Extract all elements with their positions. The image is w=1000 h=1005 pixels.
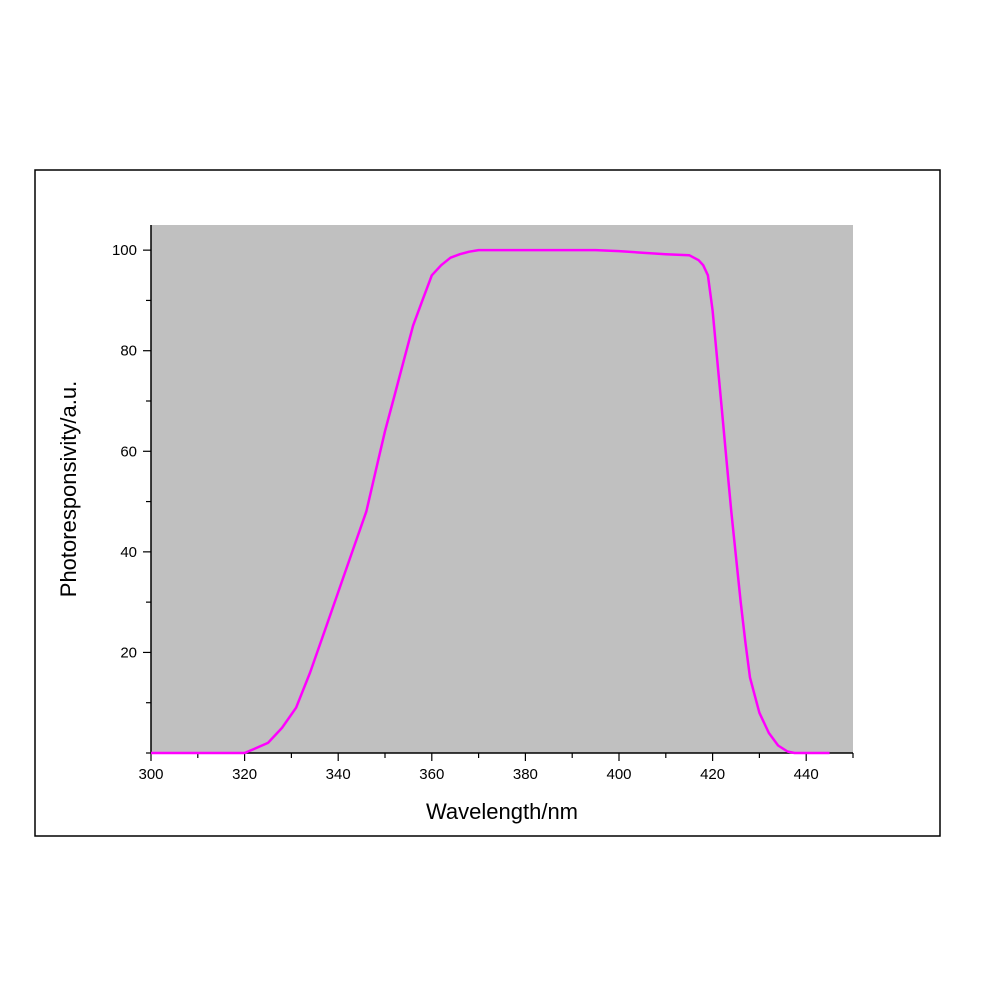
x-tick-label: 300 — [138, 766, 163, 783]
ticks: 300 320 340 360 380 400 420 440 20 40 60 80 100 — [112, 242, 854, 783]
x-tick-label: 440 — [794, 766, 819, 783]
y-tick-label: 80 — [120, 343, 137, 360]
y-tick-label: 20 — [120, 644, 137, 661]
plot-area — [151, 225, 853, 753]
series-line — [151, 248, 830, 755]
x-axis-title: Wavelength/nm — [426, 799, 578, 824]
x-tick-label: 400 — [606, 766, 631, 783]
y-tick-label: 40 — [120, 544, 137, 561]
x-tick-label: 340 — [326, 766, 351, 783]
x-tick-label: 420 — [700, 766, 725, 783]
axes — [150, 225, 853, 754]
x-tick-label: 380 — [513, 766, 538, 783]
x-tick-label: 360 — [419, 766, 444, 783]
y-axis-title: Photoresponsivity/a.u. — [56, 381, 81, 597]
x-tick-label: 320 — [232, 766, 257, 783]
y-tick-label: 100 — [112, 242, 137, 259]
y-tick-label: 60 — [120, 443, 137, 460]
